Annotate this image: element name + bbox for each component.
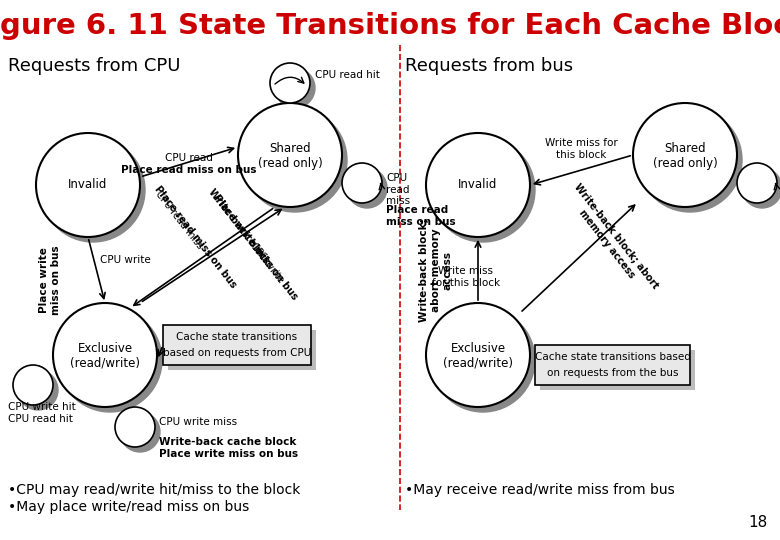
Text: CPU read hit: CPU read hit (315, 70, 380, 80)
Text: (read/write): (read/write) (443, 356, 513, 369)
Text: (read only): (read only) (257, 157, 322, 170)
Text: •May place write/read miss on bus: •May place write/read miss on bus (8, 500, 250, 514)
Text: Requests from bus: Requests from bus (405, 57, 573, 75)
Text: Shared: Shared (269, 141, 310, 154)
Text: •May receive read/write miss from bus: •May receive read/write miss from bus (405, 483, 675, 497)
Text: CPU
read
miss: CPU read miss (386, 173, 410, 206)
Circle shape (426, 303, 530, 407)
Text: Write-back block;
abort memory
access: Write-back block; abort memory access (420, 218, 452, 322)
Text: Invalid: Invalid (459, 179, 498, 192)
Circle shape (243, 108, 347, 212)
Text: Exclusive: Exclusive (77, 341, 133, 354)
Circle shape (342, 163, 382, 203)
Text: (read/write): (read/write) (70, 356, 140, 369)
Text: CPU write: CPU write (100, 255, 151, 265)
Text: Write miss for
this block: Write miss for this block (545, 138, 618, 160)
Text: Place write
miss on bus: Place write miss on bus (39, 245, 61, 315)
FancyBboxPatch shape (535, 345, 690, 385)
Circle shape (115, 407, 155, 447)
Text: CPU write miss: CPU write miss (159, 417, 237, 427)
Text: CPU read: CPU read (165, 153, 213, 163)
Text: Place read
miss on bus: Place read miss on bus (386, 205, 456, 227)
Circle shape (633, 103, 737, 207)
Text: Exclusive: Exclusive (450, 341, 505, 354)
Text: Place write miss on bus: Place write miss on bus (211, 193, 300, 301)
Text: Write-back block: Write-back block (207, 187, 272, 267)
Circle shape (18, 370, 58, 410)
FancyBboxPatch shape (168, 330, 316, 370)
Circle shape (347, 168, 387, 208)
Circle shape (742, 168, 780, 208)
Text: 18: 18 (749, 515, 768, 530)
Text: Requests from CPU: Requests from CPU (8, 57, 180, 75)
Text: based on requests from CPU: based on requests from CPU (163, 348, 311, 358)
Text: Cache state transitions based: Cache state transitions based (534, 352, 690, 362)
Circle shape (120, 412, 160, 452)
FancyBboxPatch shape (540, 350, 695, 390)
Text: CPU read miss: CPU read miss (154, 189, 205, 251)
Circle shape (737, 163, 777, 203)
Text: Shared: Shared (665, 141, 706, 154)
Circle shape (58, 308, 162, 412)
Text: Write-back block; abort
memory access: Write-back block; abort memory access (563, 182, 660, 298)
Text: Invalid: Invalid (69, 179, 108, 192)
Text: Write-back cache block
Place write miss on bus: Write-back cache block Place write miss … (159, 437, 298, 458)
Text: Place read miss on bus: Place read miss on bus (153, 184, 239, 290)
Text: Place read miss on bus: Place read miss on bus (121, 165, 257, 175)
Circle shape (13, 365, 53, 405)
Text: CPU write hit
CPU read hit: CPU write hit CPU read hit (8, 402, 76, 424)
Circle shape (270, 63, 310, 103)
Circle shape (36, 133, 140, 237)
Text: CPU write: CPU write (249, 241, 286, 285)
Text: Cache state transitions: Cache state transitions (176, 332, 297, 342)
FancyBboxPatch shape (163, 325, 311, 365)
Circle shape (41, 138, 145, 242)
Text: •CPU may read/write hit/miss to the block: •CPU may read/write hit/miss to the bloc… (8, 483, 300, 497)
Circle shape (238, 103, 342, 207)
Text: Write miss
for this block: Write miss for this block (432, 266, 500, 288)
Circle shape (431, 138, 535, 242)
Text: Figure 6. 11 State Transitions for Each Cache Block: Figure 6. 11 State Transitions for Each … (0, 12, 780, 40)
Circle shape (638, 108, 742, 212)
Text: on requests from the bus: on requests from the bus (547, 368, 679, 378)
Circle shape (431, 308, 535, 412)
Circle shape (275, 68, 315, 108)
Circle shape (53, 303, 157, 407)
Circle shape (426, 133, 530, 237)
Text: (read only): (read only) (653, 157, 718, 170)
Text: Read miss
for this block: Read miss for this block (535, 354, 603, 376)
